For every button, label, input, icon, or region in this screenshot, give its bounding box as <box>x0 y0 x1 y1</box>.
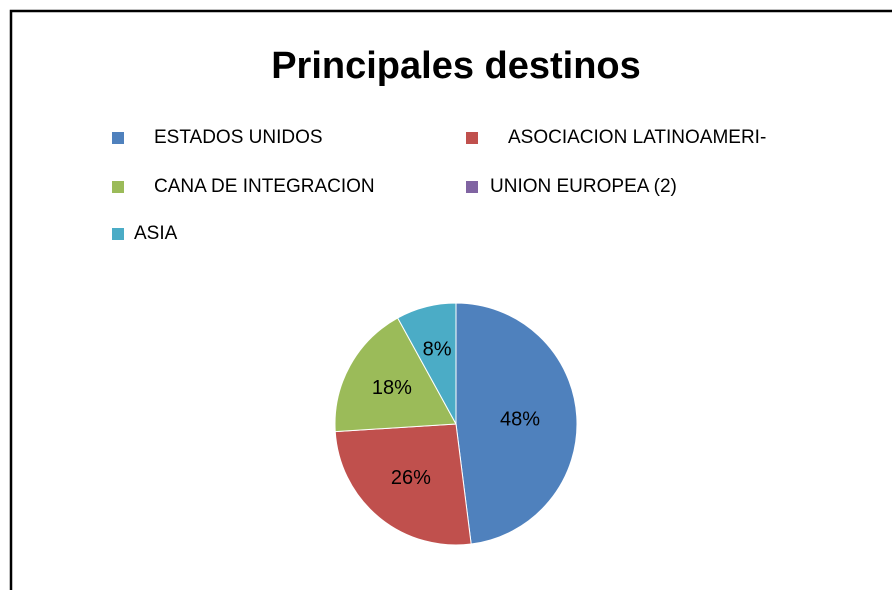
legend-label: ASOCIACION LATINOAMERI- <box>508 127 766 148</box>
legend-swatch <box>466 181 478 193</box>
legend-swatch <box>466 132 478 144</box>
legend-label: ESTADOS UNIDOS <box>154 127 323 148</box>
pie-slice <box>455 302 578 545</box>
legend-swatch <box>112 228 124 240</box>
data-label: 18% <box>372 377 412 399</box>
legend-label: UNION EUROPEA (2) <box>490 176 677 197</box>
data-label: 26% <box>391 467 431 489</box>
pie-slice <box>334 317 457 433</box>
pie-slice <box>334 423 472 546</box>
pie-slice <box>397 302 457 425</box>
legend-label: CANA DE INTEGRACION <box>154 176 375 197</box>
chart-title: Principales destinos <box>271 45 641 87</box>
data-label: 8% <box>423 338 452 360</box>
legend-swatch <box>112 132 124 144</box>
legend-label: ASIA <box>134 223 178 244</box>
data-label: 48% <box>500 408 540 430</box>
legend-swatch <box>112 181 124 193</box>
